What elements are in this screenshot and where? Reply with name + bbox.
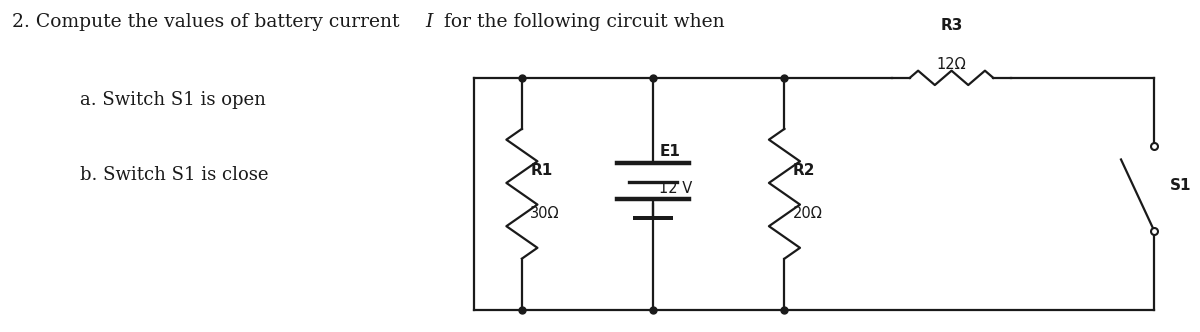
Text: 12Ω: 12Ω [937,57,966,72]
Text: R2: R2 [793,163,815,178]
Text: I: I [425,13,433,31]
Text: R3: R3 [941,18,962,33]
Text: for the following circuit when: for the following circuit when [438,13,725,31]
Text: 2. Compute the values of battery current: 2. Compute the values of battery current [12,13,406,31]
Text: 12 V: 12 V [659,181,692,196]
Text: E1: E1 [659,144,680,159]
Text: 20Ω: 20Ω [793,206,822,221]
Text: 30Ω: 30Ω [530,206,559,221]
Text: a. Switch S1 is open: a. Switch S1 is open [80,91,266,109]
Text: b. Switch S1 is close: b. Switch S1 is close [80,166,269,184]
Text: S1: S1 [1170,178,1192,193]
Text: R1: R1 [530,163,552,178]
